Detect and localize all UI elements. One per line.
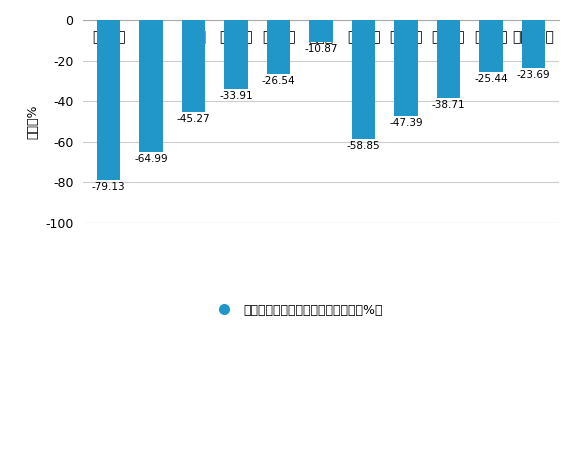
Bar (437, 20, 460, 99)
Bar (267, 20, 290, 74)
Bar (394, 20, 418, 116)
Text: -79.13: -79.13 (92, 182, 126, 192)
Text: -23.69: -23.69 (517, 70, 550, 80)
Bar (224, 20, 248, 89)
Text: -47.39: -47.39 (389, 118, 423, 128)
Text: -38.71: -38.71 (432, 100, 466, 111)
Bar (309, 20, 333, 42)
Bar (139, 20, 163, 152)
Text: -33.91: -33.91 (219, 91, 253, 101)
Bar (479, 20, 503, 71)
Text: -58.85: -58.85 (347, 141, 381, 151)
Bar (97, 20, 121, 180)
Text: -25.44: -25.44 (474, 74, 508, 83)
Text: -64.99: -64.99 (134, 154, 168, 164)
Text: -26.54: -26.54 (262, 76, 296, 86)
Legend: 我国主要教育培训机构股价下跌率（%）: 我国主要教育培训机构股价下跌率（%） (207, 299, 387, 322)
Bar (522, 20, 545, 68)
Bar (352, 20, 375, 139)
Text: -45.27: -45.27 (177, 114, 211, 124)
Text: -10.87: -10.87 (304, 44, 338, 54)
Y-axis label: 单位：%: 单位：% (26, 104, 40, 138)
Bar (182, 20, 205, 112)
